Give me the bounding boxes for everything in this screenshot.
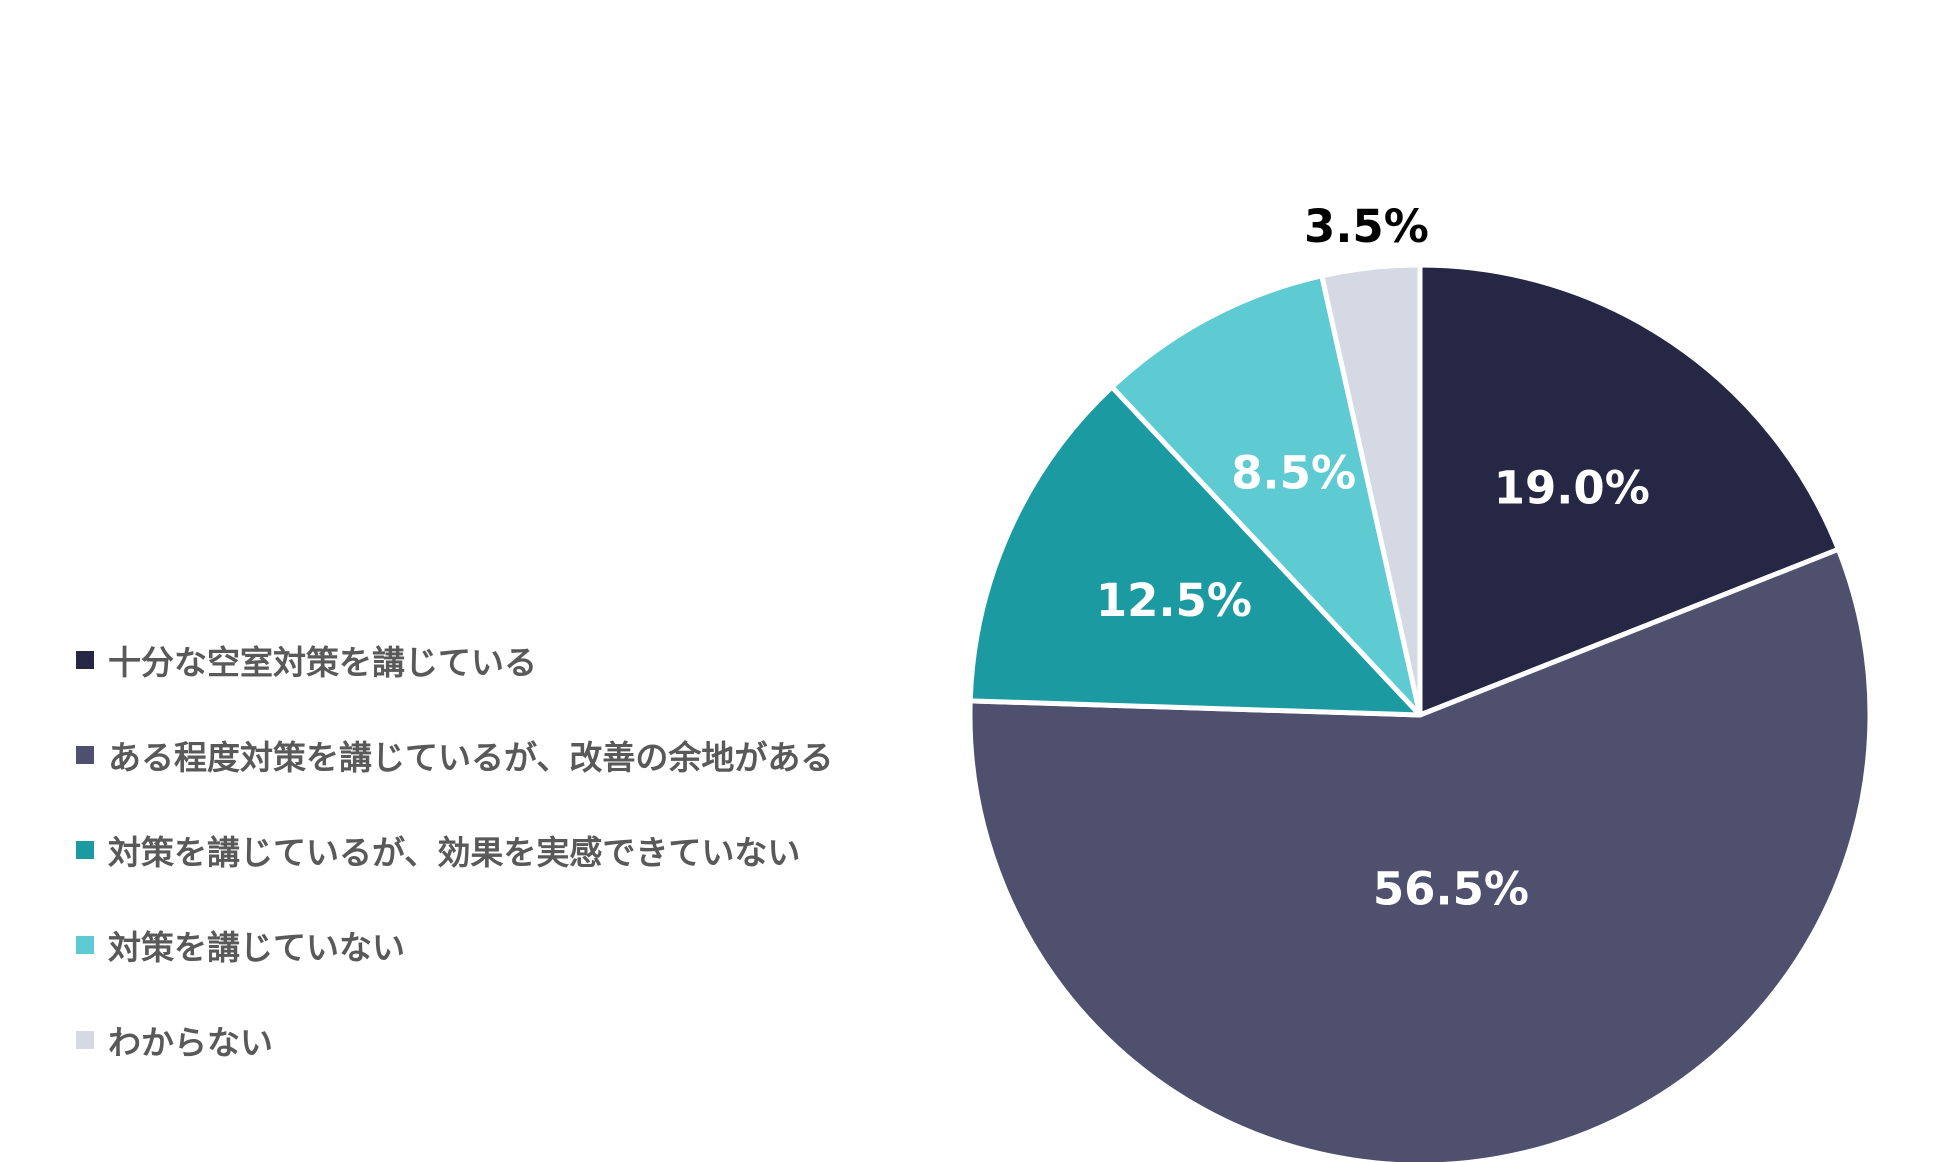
legend-label: 対策を講じていない <box>108 927 405 967</box>
pie-value-label-sufficient: 19.0% <box>1494 462 1650 515</box>
legend-label: 十分な空室対策を講じている <box>108 642 537 682</box>
pie-slice-room-for-improvement <box>967 546 1873 1162</box>
legend-item-no-measures: 対策を講じていない <box>76 897 833 992</box>
pie-slice-sufficient <box>1417 262 1841 718</box>
legend-swatch <box>76 745 94 764</box>
legend-item-no-effect: 対策を講じているが、効果を実感できていない <box>76 802 833 897</box>
legend: 十分な空室対策を講じている ある程度対策を講じているが、改善の余地がある 対策を… <box>76 612 833 1087</box>
pie-value-label-no-effect: 12.5% <box>1096 574 1252 627</box>
pie-slice-unknown <box>1319 262 1423 718</box>
pie-slices <box>967 262 1873 1162</box>
legend-item-room-for-improvement: ある程度対策を講じているが、改善の余地がある <box>76 707 833 802</box>
legend-swatch <box>76 650 94 669</box>
legend-swatch <box>76 935 94 954</box>
pie-value-labels: 19.0% 56.5% 12.5% 8.5% 3.5% <box>1096 200 1650 915</box>
legend-swatch <box>76 1030 94 1049</box>
legend-item-unknown: わからない <box>76 992 833 1087</box>
pie-value-label-no-measures: 8.5% <box>1231 446 1356 499</box>
legend-label: 対策を講じているが、効果を実感できていない <box>108 832 801 872</box>
pie-slice-no-measures <box>1109 273 1423 718</box>
legend-swatch <box>76 840 94 859</box>
pie-value-label-room-for-improvement: 56.5% <box>1373 862 1529 915</box>
legend-item-sufficient: 十分な空室対策を講じている <box>76 612 833 707</box>
legend-label: わからない <box>108 1022 273 1062</box>
legend-label: ある程度対策を講じているが、改善の余地がある <box>108 737 834 777</box>
pie-value-label-unknown: 3.5% <box>1304 200 1429 253</box>
pie-slice-no-effect <box>967 384 1423 718</box>
